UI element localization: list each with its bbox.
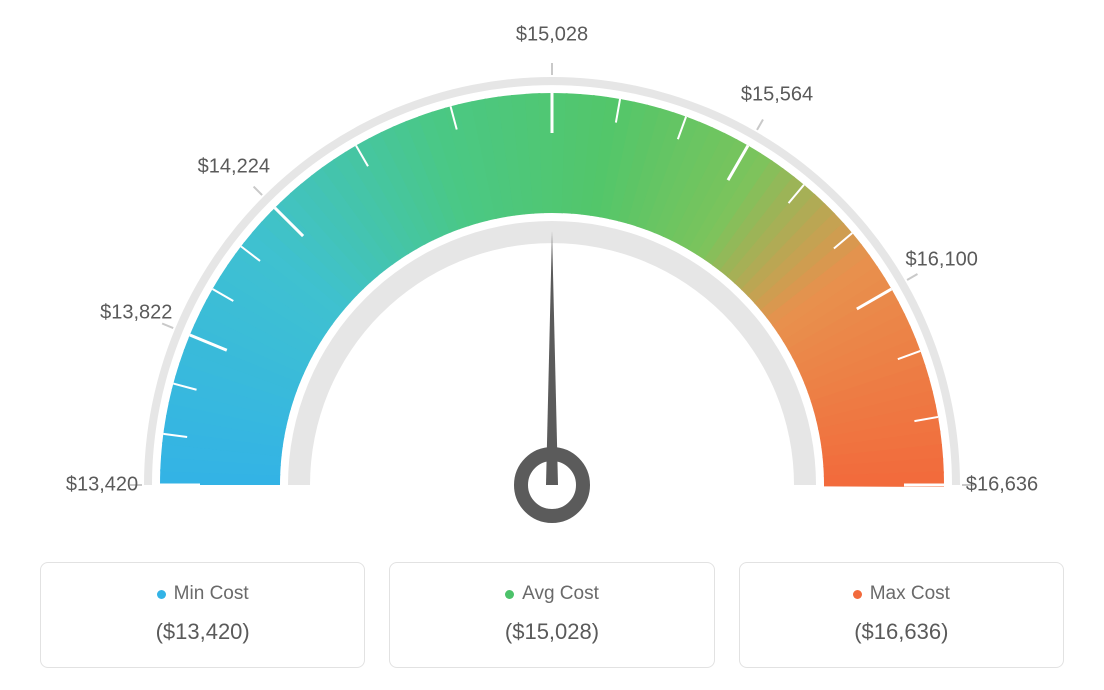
max-cost-dot bbox=[853, 590, 862, 599]
gauge-tick-label: $15,028 bbox=[516, 24, 588, 47]
min-cost-card: Min Cost ($13,420) bbox=[40, 562, 365, 668]
gauge-tick-label: $13,420 bbox=[66, 474, 138, 497]
gauge-tick-label: $13,822 bbox=[100, 301, 172, 324]
min-cost-title: Min Cost bbox=[157, 583, 249, 605]
gauge-tick-label: $15,564 bbox=[741, 84, 813, 107]
min-cost-value: ($13,420) bbox=[51, 619, 354, 645]
max-cost-value: ($16,636) bbox=[750, 619, 1053, 645]
min-cost-label: Min Cost bbox=[174, 583, 249, 605]
max-cost-title: Max Cost bbox=[853, 583, 950, 605]
min-cost-dot bbox=[157, 590, 166, 599]
avg-cost-dot bbox=[505, 590, 514, 599]
avg-cost-title: Avg Cost bbox=[505, 583, 599, 605]
max-cost-label: Max Cost bbox=[870, 583, 950, 605]
gauge-tick-label: $14,224 bbox=[198, 155, 270, 178]
max-cost-card: Max Cost ($16,636) bbox=[739, 562, 1064, 668]
avg-cost-label: Avg Cost bbox=[522, 583, 599, 605]
gauge-tick-label: $16,636 bbox=[966, 474, 1038, 497]
cost-gauge: $13,420 $13,822 $14,224 $15,028 $15,564 $16,1… bbox=[0, 0, 1104, 540]
summary-cards: Min Cost ($13,420) Avg Cost ($15,028) Ma… bbox=[0, 562, 1104, 668]
avg-cost-value: ($15,028) bbox=[400, 619, 703, 645]
avg-cost-card: Avg Cost ($15,028) bbox=[389, 562, 714, 668]
gauge-tick-label: $16,100 bbox=[906, 249, 978, 272]
